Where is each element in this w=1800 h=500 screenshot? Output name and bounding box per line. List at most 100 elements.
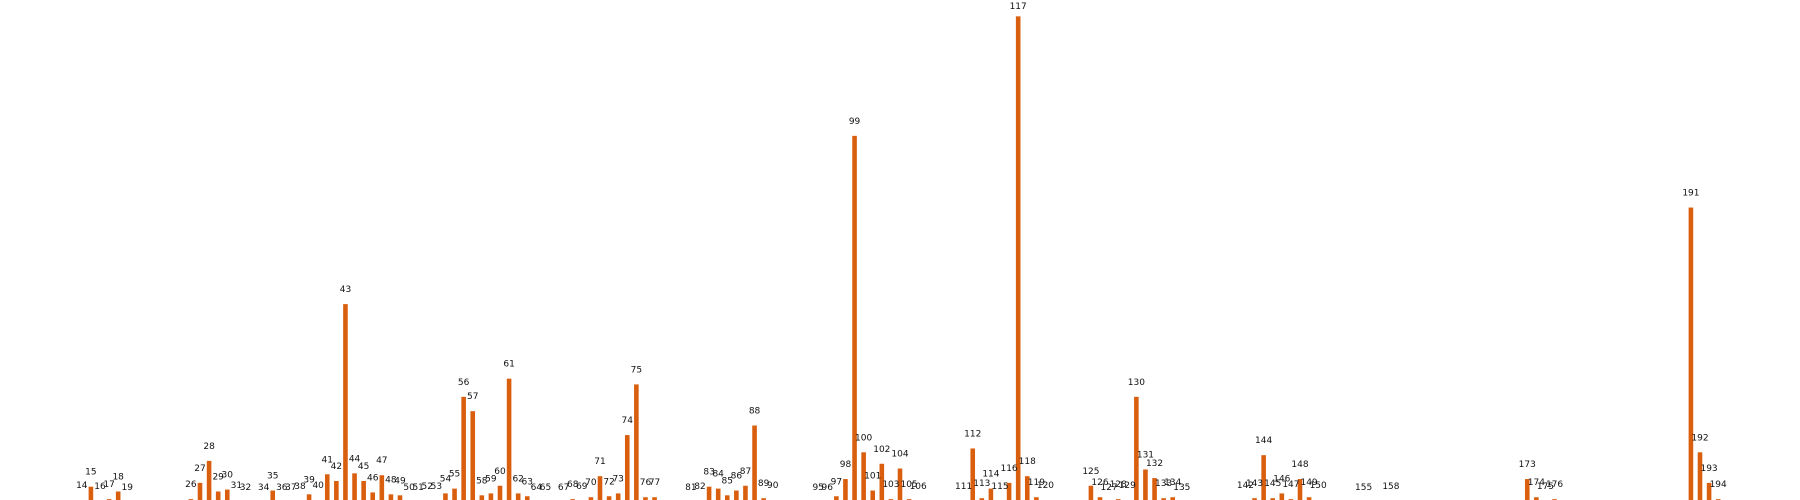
- bar-label-56: 56: [458, 378, 470, 388]
- bar-44: [352, 473, 357, 500]
- bar-label-88: 88: [749, 407, 761, 417]
- bar-label-39: 39: [303, 475, 315, 485]
- bar-49: [397, 495, 403, 500]
- bar-74: [624, 435, 630, 500]
- bar-label-41: 41: [322, 455, 333, 465]
- bar-label-76: 76: [640, 478, 652, 488]
- bar-label-130: 130: [1128, 378, 1145, 388]
- bar-118: [1024, 476, 1030, 500]
- bar-41: [324, 474, 330, 500]
- bar-label-26: 26: [185, 480, 197, 490]
- bar-192: [1697, 452, 1703, 500]
- bar-label-68: 68: [567, 480, 579, 490]
- bar-label-40: 40: [312, 481, 324, 491]
- bar-label-63: 63: [522, 477, 533, 487]
- bar-label-19: 19: [122, 483, 134, 493]
- bar-130: [1134, 396, 1139, 500]
- bar-39: [306, 494, 312, 500]
- bar-label-158: 158: [1382, 482, 1399, 492]
- bar-98: [843, 479, 848, 500]
- bar-label-83: 83: [703, 468, 714, 478]
- bar-label-74: 74: [622, 416, 634, 426]
- bar-label-175: 175: [1537, 482, 1554, 492]
- bar-149: [1306, 497, 1312, 500]
- bar-label-105: 105: [900, 480, 917, 490]
- bar-label-38: 38: [294, 482, 306, 492]
- bar-73: [615, 493, 621, 500]
- bar-label-30: 30: [222, 471, 234, 481]
- bar-131: [1143, 469, 1148, 500]
- bar-label-71: 71: [594, 457, 605, 467]
- bar-label-86: 86: [731, 472, 743, 482]
- bar-label-191: 191: [1682, 189, 1699, 199]
- bar-label-99: 99: [849, 117, 861, 127]
- bar-label-46: 46: [367, 473, 379, 483]
- bar-label-117: 117: [1010, 2, 1027, 12]
- bar-117: [1015, 16, 1021, 500]
- bar-116: [1006, 482, 1012, 500]
- bar-75: [634, 384, 639, 500]
- bar-label-43: 43: [340, 285, 351, 295]
- bar-76: [643, 497, 648, 500]
- bar-label-101: 101: [864, 472, 881, 482]
- bar-label-176: 176: [1546, 480, 1563, 490]
- bar-54: [443, 493, 448, 500]
- bar-59: [488, 493, 494, 500]
- bar-label-142: 142: [1237, 481, 1254, 491]
- bar-label-29: 29: [212, 472, 224, 482]
- bar-97: [834, 496, 839, 500]
- bar-15: [88, 486, 94, 500]
- bar-173: [1524, 479, 1530, 500]
- bar-label-53: 53: [431, 482, 442, 492]
- bar-label-77: 77: [649, 478, 660, 488]
- bar-label-96: 96: [822, 483, 834, 493]
- bar-label-67: 67: [558, 483, 569, 493]
- bar-label-45: 45: [358, 462, 369, 472]
- bar-label-85: 85: [722, 476, 733, 486]
- bar-85: [724, 495, 730, 500]
- bar-88: [752, 425, 757, 500]
- bar-label-113: 113: [973, 479, 990, 489]
- bar-label-144: 144: [1255, 436, 1272, 446]
- bar-label-61: 61: [503, 360, 514, 370]
- bar-132: [1152, 478, 1157, 500]
- bar-62: [515, 493, 521, 500]
- bar-114: [988, 488, 994, 500]
- bar-label-72: 72: [603, 477, 614, 487]
- bar-label-143: 143: [1246, 479, 1263, 489]
- bar-label-120: 120: [1037, 481, 1054, 491]
- bar-label-148: 148: [1291, 460, 1308, 470]
- bar-label-54: 54: [440, 474, 452, 484]
- bar-61: [506, 378, 512, 500]
- bar-143: [1252, 498, 1257, 500]
- bar-label-34: 34: [258, 483, 270, 493]
- bar-label-193: 193: [1700, 464, 1717, 474]
- bar-label-111: 111: [955, 482, 972, 492]
- bar-label-134: 134: [1164, 478, 1181, 488]
- bar-label-36: 36: [276, 483, 288, 493]
- bar-144: [1261, 455, 1266, 500]
- bar-99: [852, 135, 857, 500]
- bar-label-32: 32: [240, 483, 251, 493]
- bar-label-132: 132: [1146, 459, 1163, 469]
- bar-label-44: 44: [349, 454, 361, 464]
- bar-133: [1161, 498, 1166, 500]
- bar-label-155: 155: [1355, 483, 1372, 493]
- bar-label-37: 37: [285, 483, 296, 493]
- bar-71: [597, 476, 603, 500]
- bar-label-17: 17: [103, 480, 114, 490]
- bar-84: [715, 488, 721, 500]
- bar-label-73: 73: [612, 474, 623, 484]
- bar-46: [370, 492, 376, 500]
- bar-label-75: 75: [631, 365, 642, 375]
- bar-87: [743, 485, 748, 500]
- bar-label-27: 27: [194, 464, 205, 474]
- bar-119: [1034, 497, 1039, 500]
- bar-label-95: 95: [812, 483, 823, 493]
- bar-label-145: 145: [1264, 479, 1281, 489]
- bar-label-15: 15: [85, 468, 96, 478]
- bar-label-194: 194: [1710, 480, 1727, 490]
- bar-145: [1270, 498, 1276, 500]
- bar-label-16: 16: [94, 482, 106, 492]
